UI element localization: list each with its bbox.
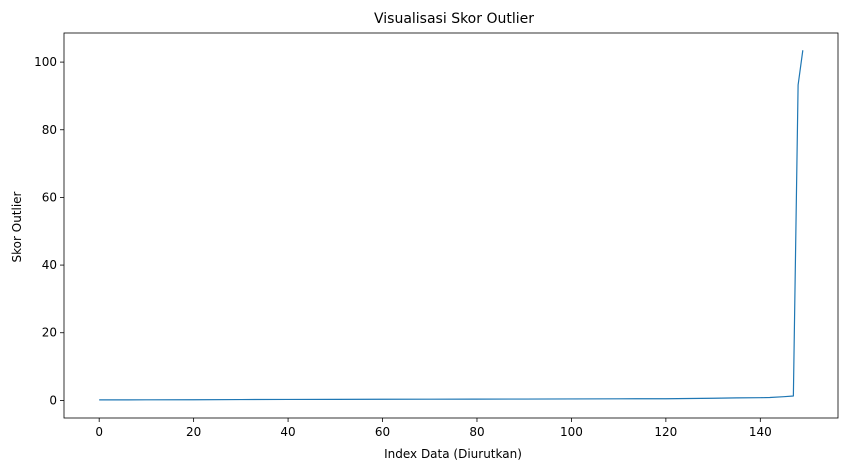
y-tick-label: 0 (49, 393, 57, 407)
y-tick-label: 40 (42, 258, 57, 272)
plot-area (99, 50, 804, 401)
y-tick-label: 60 (42, 190, 57, 204)
y-axis-label: Skor Outlier (10, 191, 24, 262)
x-axis-label: Index Data (Diurutkan) (384, 447, 522, 461)
y-tick-label: 20 (42, 326, 57, 340)
axis-ticks: 0 20 40 60 80 100 120 140 0 20 40 60 80 100 (34, 55, 772, 439)
x-tick-label: 100 (560, 425, 583, 439)
y-tick-label: 100 (34, 55, 57, 69)
plot-frame (63, 32, 839, 419)
x-tick-label: 60 (375, 425, 390, 439)
x-tick-label: 120 (654, 425, 677, 439)
x-tick-label: 140 (749, 425, 772, 439)
x-tick-label: 80 (469, 425, 484, 439)
chart-title: Visualisasi Skor Outlier (374, 11, 534, 27)
y-tick-label: 80 (42, 123, 57, 137)
series-line-0 (99, 50, 804, 401)
x-tick-label: 20 (186, 425, 201, 439)
x-tick-label: 40 (280, 425, 295, 439)
x-tick-label: 0 (95, 425, 103, 439)
